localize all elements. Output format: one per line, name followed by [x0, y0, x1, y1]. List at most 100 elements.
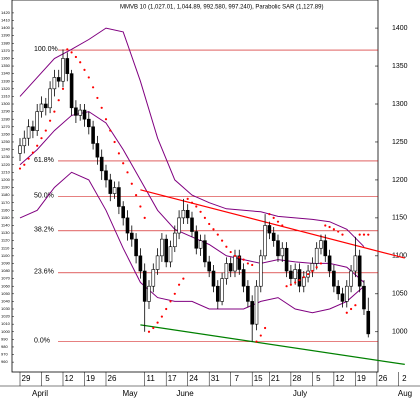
sar-dot: [319, 262, 323, 265]
candle-body: [344, 285, 349, 302]
y-left-tick-label: 1070: [1, 276, 11, 281]
sar-dot: [173, 292, 176, 295]
trendline: [140, 324, 405, 365]
sar-dot: [354, 304, 357, 307]
candle-body: [48, 88, 52, 109]
x-tick-label: 21: [271, 374, 280, 383]
candle-body: [267, 225, 272, 234]
candle-body: [258, 255, 263, 287]
month-label: May: [122, 389, 137, 398]
sar-dot: [126, 171, 129, 174]
candle-body: [241, 269, 246, 287]
x-tick-label: 12: [335, 374, 344, 383]
x-tick-label: 29: [22, 374, 31, 383]
y-left-tick-label: 1040: [1, 298, 11, 303]
candle-body: [43, 103, 48, 109]
sar-dot: [311, 269, 314, 273]
sar-dot: [117, 152, 120, 155]
candle-body: [194, 231, 199, 249]
candle-body: [18, 145, 22, 154]
y-left-tick-label: 1140: [1, 223, 10, 228]
sar-dot: [23, 163, 26, 166]
sar-dot: [130, 182, 133, 185]
candle-body: [353, 255, 358, 272]
x-tick-label: 15: [254, 374, 263, 383]
candle-body: [112, 187, 117, 194]
y-left-tick-label: 1380: [1, 40, 11, 45]
x-tick-label: 26: [378, 374, 387, 383]
candle-body: [319, 240, 323, 249]
x-tick-label: 31: [211, 374, 220, 383]
sar-dot: [328, 225, 331, 229]
y-left-tick-label: 1120: [1, 238, 10, 243]
sar-dot: [31, 151, 34, 154]
candle-body: [198, 240, 203, 249]
sar-dot: [242, 258, 245, 261]
y-left-tick-label: 1220: [1, 162, 11, 167]
y-left-tick-label: 1050: [1, 291, 11, 296]
y-left-tick-label: 990: [1, 336, 8, 341]
sar-dot: [272, 216, 275, 219]
sar-dot: [61, 87, 65, 90]
sar-dot: [208, 222, 211, 226]
candle-body: [26, 126, 31, 139]
fib-label: 23.6%: [34, 269, 54, 276]
x-tick-label: 11: [147, 374, 156, 383]
candle-body: [69, 73, 74, 109]
y-left-tick-label: 1180: [1, 192, 10, 197]
y-left-tick-label: 1010: [1, 321, 11, 326]
candle-body: [314, 247, 319, 264]
y-left-tick-label: 1150: [1, 215, 10, 220]
candle-body: [39, 103, 44, 112]
sar-dot: [315, 266, 318, 269]
candle-body: [168, 246, 173, 263]
candle-body: [56, 77, 61, 82]
candle-body: [61, 58, 65, 82]
y-tick-label: 1300: [392, 101, 408, 108]
candle-body: [233, 255, 237, 272]
month-label: Aug: [398, 389, 412, 398]
candle-body: [52, 77, 57, 90]
sar-dot: [212, 228, 215, 231]
sar-dot: [349, 307, 353, 311]
y-left-tick-label: 1360: [1, 56, 11, 61]
y-left-tick-label: 1030: [1, 306, 11, 311]
sar-dot: [294, 281, 297, 284]
y-tick-label: 1150: [392, 215, 407, 222]
trendline: [140, 189, 405, 259]
sar-dot: [289, 283, 292, 286]
y-left-tick-label: 960: [1, 359, 8, 364]
candle-body: [280, 247, 285, 257]
candle-body: [181, 209, 186, 219]
y-left-tick-label: 1290: [1, 109, 11, 114]
candle-body: [224, 263, 229, 279]
candle-body: [95, 143, 100, 158]
candle-body: [203, 240, 207, 263]
candle-body: [177, 217, 181, 234]
candle-body: [172, 232, 177, 248]
month-label: July: [293, 389, 307, 398]
y-tick-label: 1000: [392, 329, 408, 336]
candle-body: [215, 285, 220, 302]
candle-body: [349, 270, 353, 287]
sar-dot: [160, 315, 163, 318]
candle-body: [284, 247, 289, 272]
y-left-tick-label: 1100: [1, 253, 10, 258]
sar-dot: [225, 245, 228, 248]
sar-dot: [367, 233, 370, 236]
candle-body: [340, 293, 345, 302]
y-tick-label: 1200: [392, 177, 408, 184]
y-left-tick-label: 1190: [1, 185, 10, 190]
sar-dot: [169, 300, 172, 303]
candle-body: [276, 240, 280, 257]
sar-dot: [70, 51, 73, 54]
sar-dot: [152, 326, 155, 330]
candle-body: [301, 276, 306, 287]
sar-dot: [186, 197, 189, 201]
y-left-tick-label: 1340: [1, 71, 11, 76]
candle-body: [220, 278, 224, 302]
candle-body: [22, 137, 27, 147]
candle-body: [151, 269, 156, 287]
candle-body: [121, 206, 125, 219]
